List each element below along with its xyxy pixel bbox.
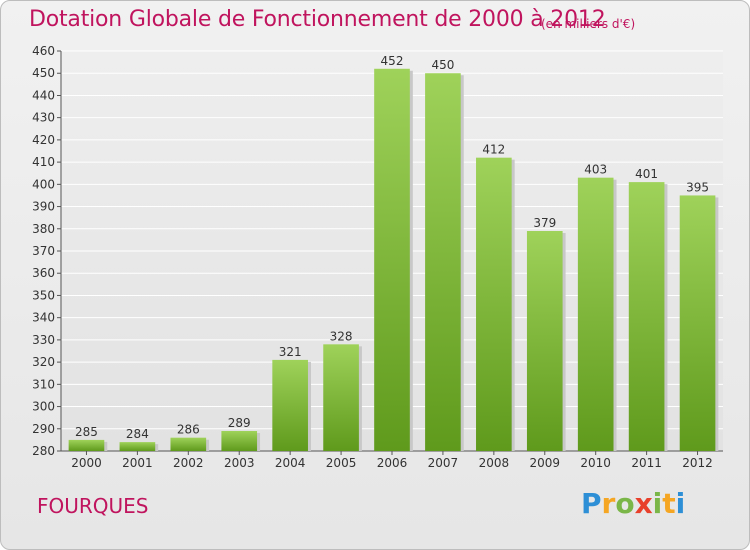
value-label-2012: 395 <box>686 180 709 194</box>
bar-2004 <box>272 359 308 451</box>
y-tick-label: 430 <box>32 111 55 125</box>
bar-2005 <box>323 344 359 451</box>
bar-2006 <box>374 68 410 452</box>
value-label-2000: 285 <box>75 425 98 439</box>
bar-2002 <box>170 437 207 451</box>
bar-2007 <box>425 73 461 451</box>
x-tick-label-2001: 2001 <box>122 456 153 470</box>
y-tick-label: 320 <box>32 355 55 369</box>
value-label-2007: 450 <box>431 58 454 72</box>
x-tick-label-2007: 2007 <box>428 456 459 470</box>
y-tick-label: 360 <box>32 266 55 280</box>
y-tick-label: 340 <box>32 311 55 325</box>
value-label-2008: 412 <box>482 143 505 157</box>
y-tick-label: 330 <box>32 333 55 347</box>
y-tick-label: 390 <box>32 200 55 214</box>
value-label-2006: 452 <box>381 54 404 68</box>
y-tick-label: 300 <box>32 400 55 414</box>
y-tick-label: 410 <box>32 155 55 169</box>
x-tick-label-2003: 2003 <box>224 456 255 470</box>
chart-title: Dotation Globale de Fonctionnement de 20… <box>29 7 606 32</box>
value-label-2004: 321 <box>279 345 302 359</box>
x-tick-label-2000: 2000 <box>71 456 102 470</box>
chart-subtitle: (en milliers d'€) <box>541 17 636 31</box>
x-tick-label-2002: 2002 <box>173 456 204 470</box>
y-tick-label: 280 <box>32 444 55 458</box>
x-tick-label-2005: 2005 <box>326 456 357 470</box>
x-tick-label-2009: 2009 <box>529 456 560 470</box>
y-tick-label: 420 <box>32 133 55 147</box>
x-tick-label-2011: 2011 <box>631 456 662 470</box>
value-label-2001: 284 <box>126 427 149 441</box>
y-tick-label: 310 <box>32 377 55 391</box>
y-tick-label: 460 <box>32 44 55 58</box>
bar-2009 <box>526 231 563 451</box>
value-label-2003: 289 <box>228 416 251 430</box>
x-tick-label-2006: 2006 <box>377 456 408 470</box>
bar-2001 <box>119 442 156 451</box>
y-tick-label: 440 <box>32 88 55 102</box>
bar-2008 <box>476 157 512 451</box>
y-tick-label: 290 <box>32 422 55 436</box>
bar-2012 <box>679 195 716 451</box>
proxiti-logo: Proxiti <box>581 487 686 520</box>
bar-2000 <box>68 439 105 451</box>
y-tick-label: 400 <box>32 177 55 191</box>
value-label-2010: 403 <box>584 163 607 177</box>
x-tick-label-2004: 2004 <box>275 456 306 470</box>
x-tick-label-2012: 2012 <box>682 456 713 470</box>
y-tick-label: 450 <box>32 66 55 80</box>
value-label-2002: 286 <box>177 423 200 437</box>
value-label-2009: 379 <box>533 216 556 230</box>
bar-2011 <box>628 182 665 451</box>
x-tick-label-2010: 2010 <box>580 456 611 470</box>
y-tick-label: 380 <box>32 222 55 236</box>
bar-2003 <box>221 431 258 451</box>
value-label-2011: 401 <box>635 167 658 181</box>
value-label-2005: 328 <box>330 329 353 343</box>
bar-2010 <box>577 177 614 451</box>
x-tick-label-2008: 2008 <box>479 456 510 470</box>
y-tick-label: 350 <box>32 288 55 302</box>
commune-name: FOURQUES <box>37 494 149 518</box>
y-tick-label: 370 <box>32 244 55 258</box>
